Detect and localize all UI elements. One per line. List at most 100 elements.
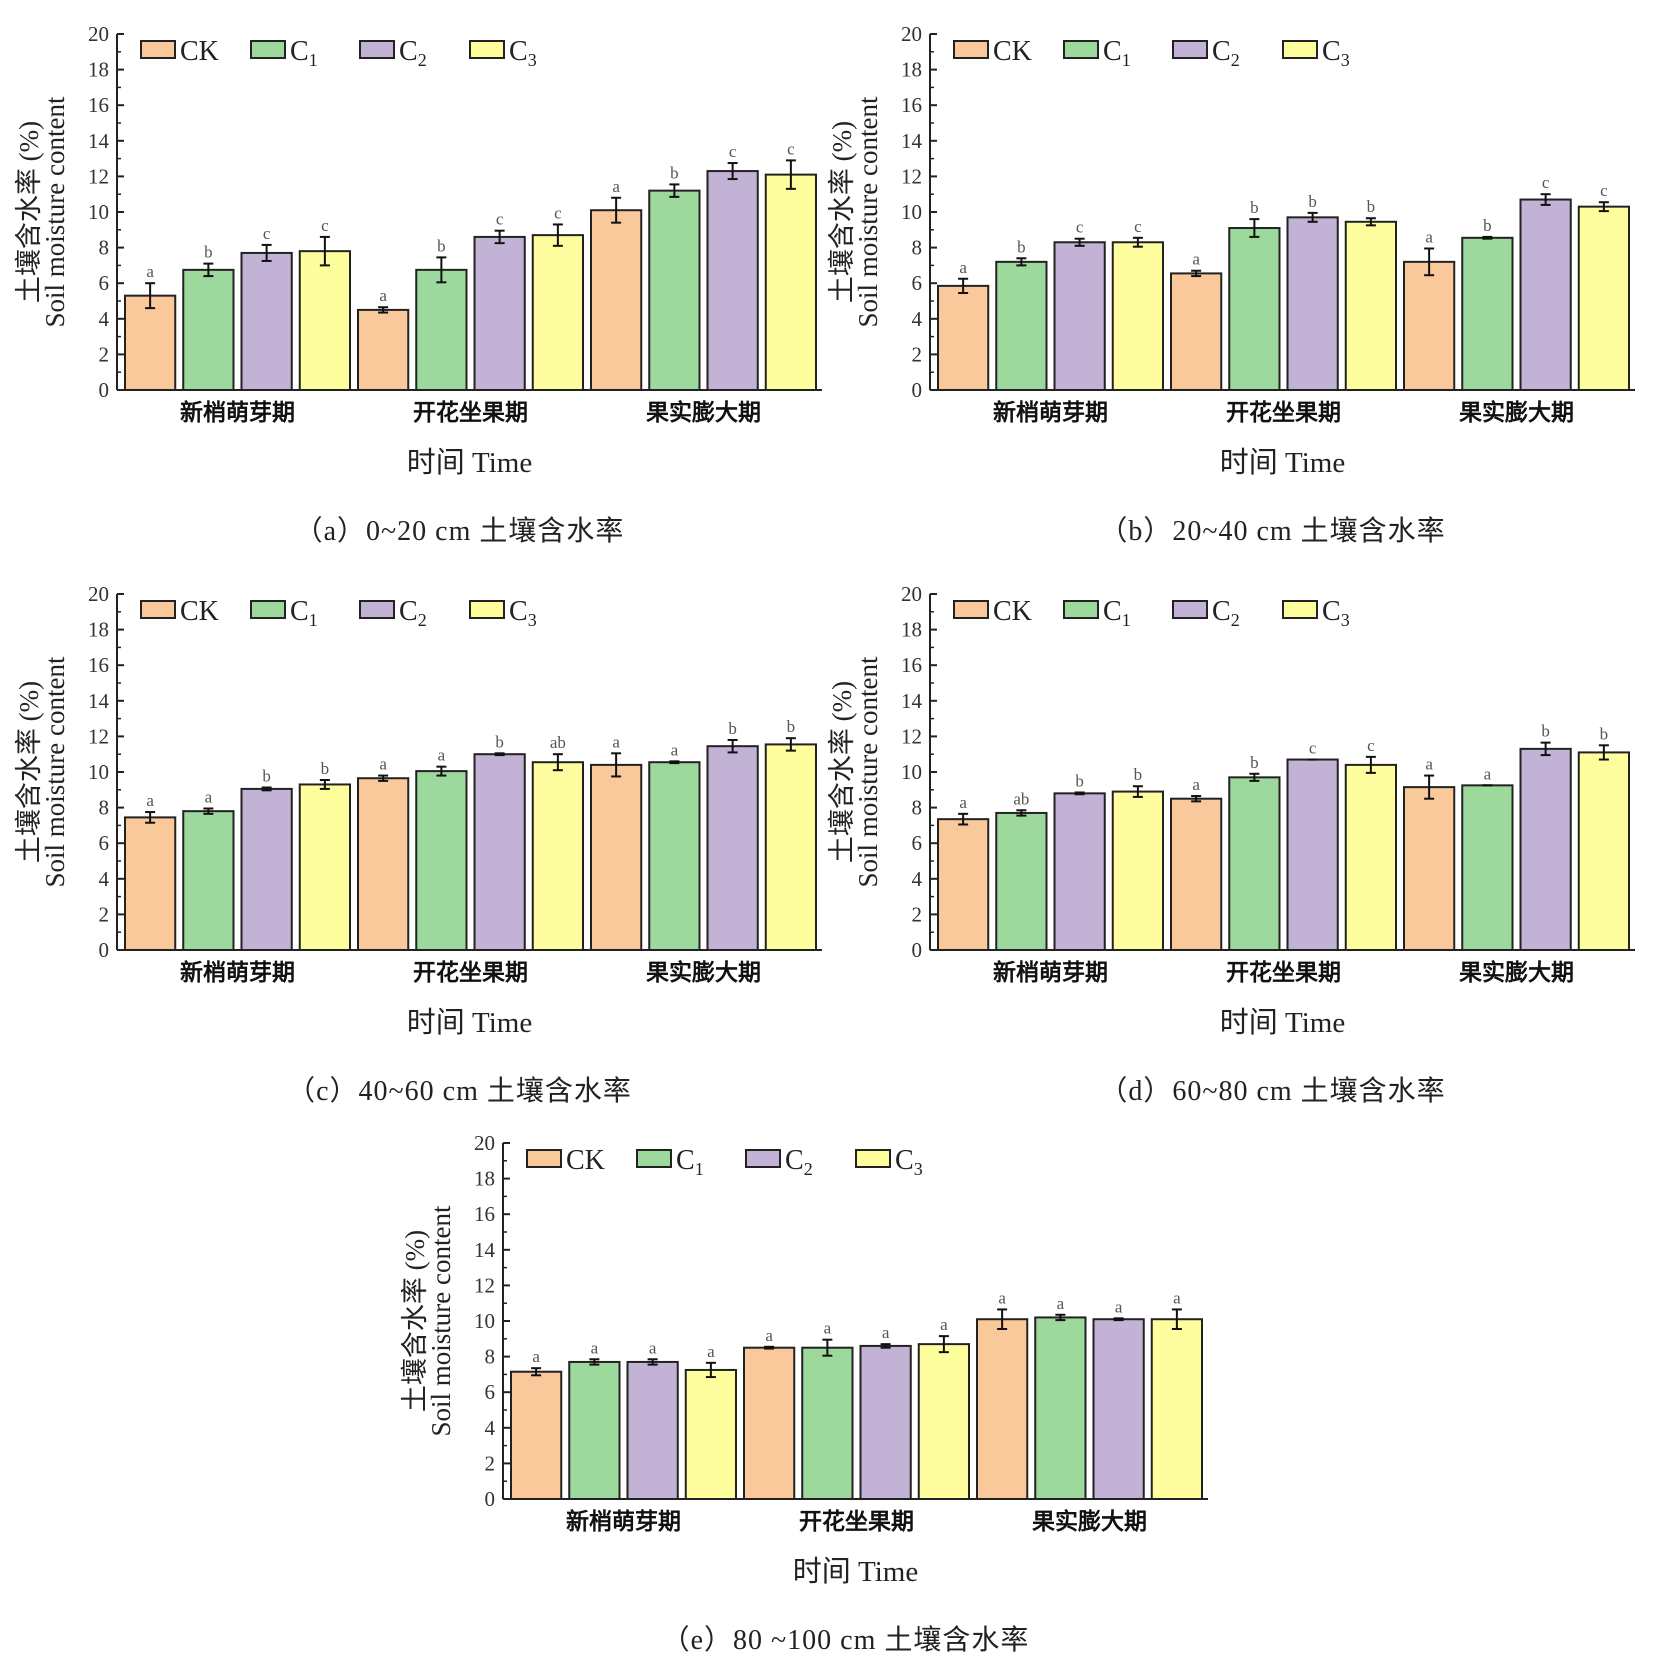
y-tick-label: 18 [901, 58, 922, 82]
y-tick-label: 8 [912, 236, 923, 260]
legend-label-main: CK [993, 36, 1032, 67]
y-tick-label: 16 [901, 93, 922, 117]
significance-letter: b [1600, 724, 1609, 743]
significance-letter: a [671, 740, 679, 759]
x-category-label: 果实膨大期 [1032, 1508, 1147, 1535]
bar-ck [124, 294, 177, 391]
y-tick-label: 16 [474, 1202, 495, 1226]
legend-label-ck: CK [993, 596, 1032, 627]
legend-label-main: C [1322, 596, 1341, 627]
bar-c3 [1111, 241, 1164, 391]
significance-letter: c [1076, 218, 1084, 237]
bar-c1 [995, 260, 1048, 391]
legend-label-main: C [1212, 596, 1231, 627]
y-tick-label: 20 [474, 1131, 495, 1155]
y-tick-label: 4 [99, 307, 110, 331]
legend-label-c2: C2 [399, 596, 427, 630]
bar-c2 [1286, 216, 1339, 391]
bar-c3 [917, 1343, 970, 1500]
significance-letter: a [205, 787, 213, 806]
y-tick-label: 8 [99, 796, 110, 820]
bar-c3 [531, 761, 584, 951]
bar-c1 [1228, 776, 1281, 951]
legend-swatch-c1 [1063, 40, 1099, 59]
x-category-label: 新梢萌芽期 [993, 399, 1108, 426]
x-category-label: 果实膨大期 [1459, 959, 1574, 986]
panel-d: a a a ab b a b c b b c b 0 2 4 6 8 10 12 14 16 18 20 新梢萌芽期 开花坐果期… [813, 560, 1653, 1120]
significance-letter: a [707, 1342, 715, 1361]
bar-c2 [240, 251, 293, 391]
y-tick-label: 6 [99, 831, 110, 855]
significance-letter: c [496, 210, 504, 229]
legend-label-main: CK [566, 1145, 605, 1176]
legend-label-subscript: 2 [804, 1159, 813, 1179]
significance-letter: b [1017, 237, 1026, 256]
significance-letter: b [1250, 198, 1259, 217]
bar-c1 [415, 770, 468, 951]
bar-ck [1403, 260, 1456, 391]
legend-swatch-c2 [745, 1149, 781, 1168]
bar-ck [510, 1370, 563, 1501]
legend-swatch-ck [953, 600, 989, 619]
bar-c1 [1228, 227, 1281, 391]
bar-c2 [626, 1360, 679, 1500]
bar-c2 [706, 745, 759, 951]
panel-e: a a a a a a a a a a a a 0 2 4 6 8 10 12 14 16 18 20 新梢萌芽期 开花坐果期果… [386, 1109, 1226, 1669]
legend-label-subscript: 2 [1231, 610, 1240, 630]
y-axis-label-en: Soil moisture content [426, 1205, 456, 1436]
bar-chart: aaaaaaaaaaaa02468101214161820新梢萌芽期 开花坐果期果… [400, 1131, 1208, 1656]
y-axis-label-cn: 土壤含水率 (%) [14, 121, 44, 303]
bar-ck [1403, 786, 1456, 951]
y-axis-label-cn: 土壤含水率 (%) [400, 1230, 430, 1412]
y-tick-label: 14 [88, 689, 110, 713]
legend-label-c3: C3 [509, 596, 537, 630]
bar-ck [1170, 797, 1223, 951]
significance-letter: a [1057, 1294, 1065, 1313]
legend-swatch-c1 [250, 600, 286, 619]
legend-swatch-c3 [1282, 40, 1318, 59]
legend-swatch-c1 [1063, 600, 1099, 619]
y-tick-label: 2 [912, 902, 923, 926]
legend-swatch-c3 [469, 40, 505, 59]
legend-label-main: C [1103, 36, 1122, 67]
y-tick-label: 10 [901, 200, 922, 224]
legend-label-c1: C1 [290, 36, 318, 70]
bar-ck [1170, 272, 1223, 391]
bar-ck [590, 209, 643, 391]
panel-a: a a a b b b c c c c c c 0 2 4 6 8 10 12 14 16 18 20 新梢萌芽期 开花坐果期果… [0, 0, 840, 560]
y-tick-label: 0 [99, 378, 110, 402]
y-tick-label: 20 [901, 22, 922, 46]
bar-c3 [531, 234, 584, 391]
y-tick-label: 10 [474, 1309, 495, 1333]
x-category-label: 果实膨大期 [1459, 399, 1574, 426]
y-tick-label: 14 [901, 689, 923, 713]
significance-letter: a [1173, 1288, 1181, 1307]
y-tick-label: 8 [912, 796, 923, 820]
bar-c3 [684, 1368, 737, 1501]
y-tick-label: 6 [485, 1380, 496, 1404]
legend-label-ck: CK [180, 36, 219, 67]
bar-ck [357, 308, 410, 391]
legend-label-main: C [290, 596, 309, 627]
panel-b: a a a b b b c b c c b c 0 2 4 6 8 10 12 14 16 18 20 新梢萌芽期 开花坐果期果… [813, 0, 1653, 560]
significance-letter: b [670, 163, 679, 182]
legend-label-main: CK [180, 36, 219, 67]
significance-letter: b [1367, 197, 1376, 216]
significance-letter: ab [1013, 789, 1029, 808]
bar-c1 [995, 811, 1048, 951]
legend-label-subscript: 3 [528, 50, 537, 70]
y-tick-label: 14 [88, 129, 110, 153]
x-category-label: 新梢萌芽期 [993, 959, 1108, 986]
y-tick-label: 0 [485, 1487, 496, 1511]
significance-letter: a [146, 791, 154, 810]
significance-letter: a [1484, 764, 1492, 783]
bar-c1 [182, 268, 235, 392]
bar-c2 [1519, 198, 1572, 391]
legend-label-c2: C2 [1212, 596, 1240, 630]
bar-c2 [1519, 747, 1572, 951]
y-tick-label: 12 [901, 164, 922, 188]
y-tick-label: 2 [912, 342, 923, 366]
significance-letter: a [959, 793, 967, 812]
y-tick-label: 4 [912, 307, 923, 331]
